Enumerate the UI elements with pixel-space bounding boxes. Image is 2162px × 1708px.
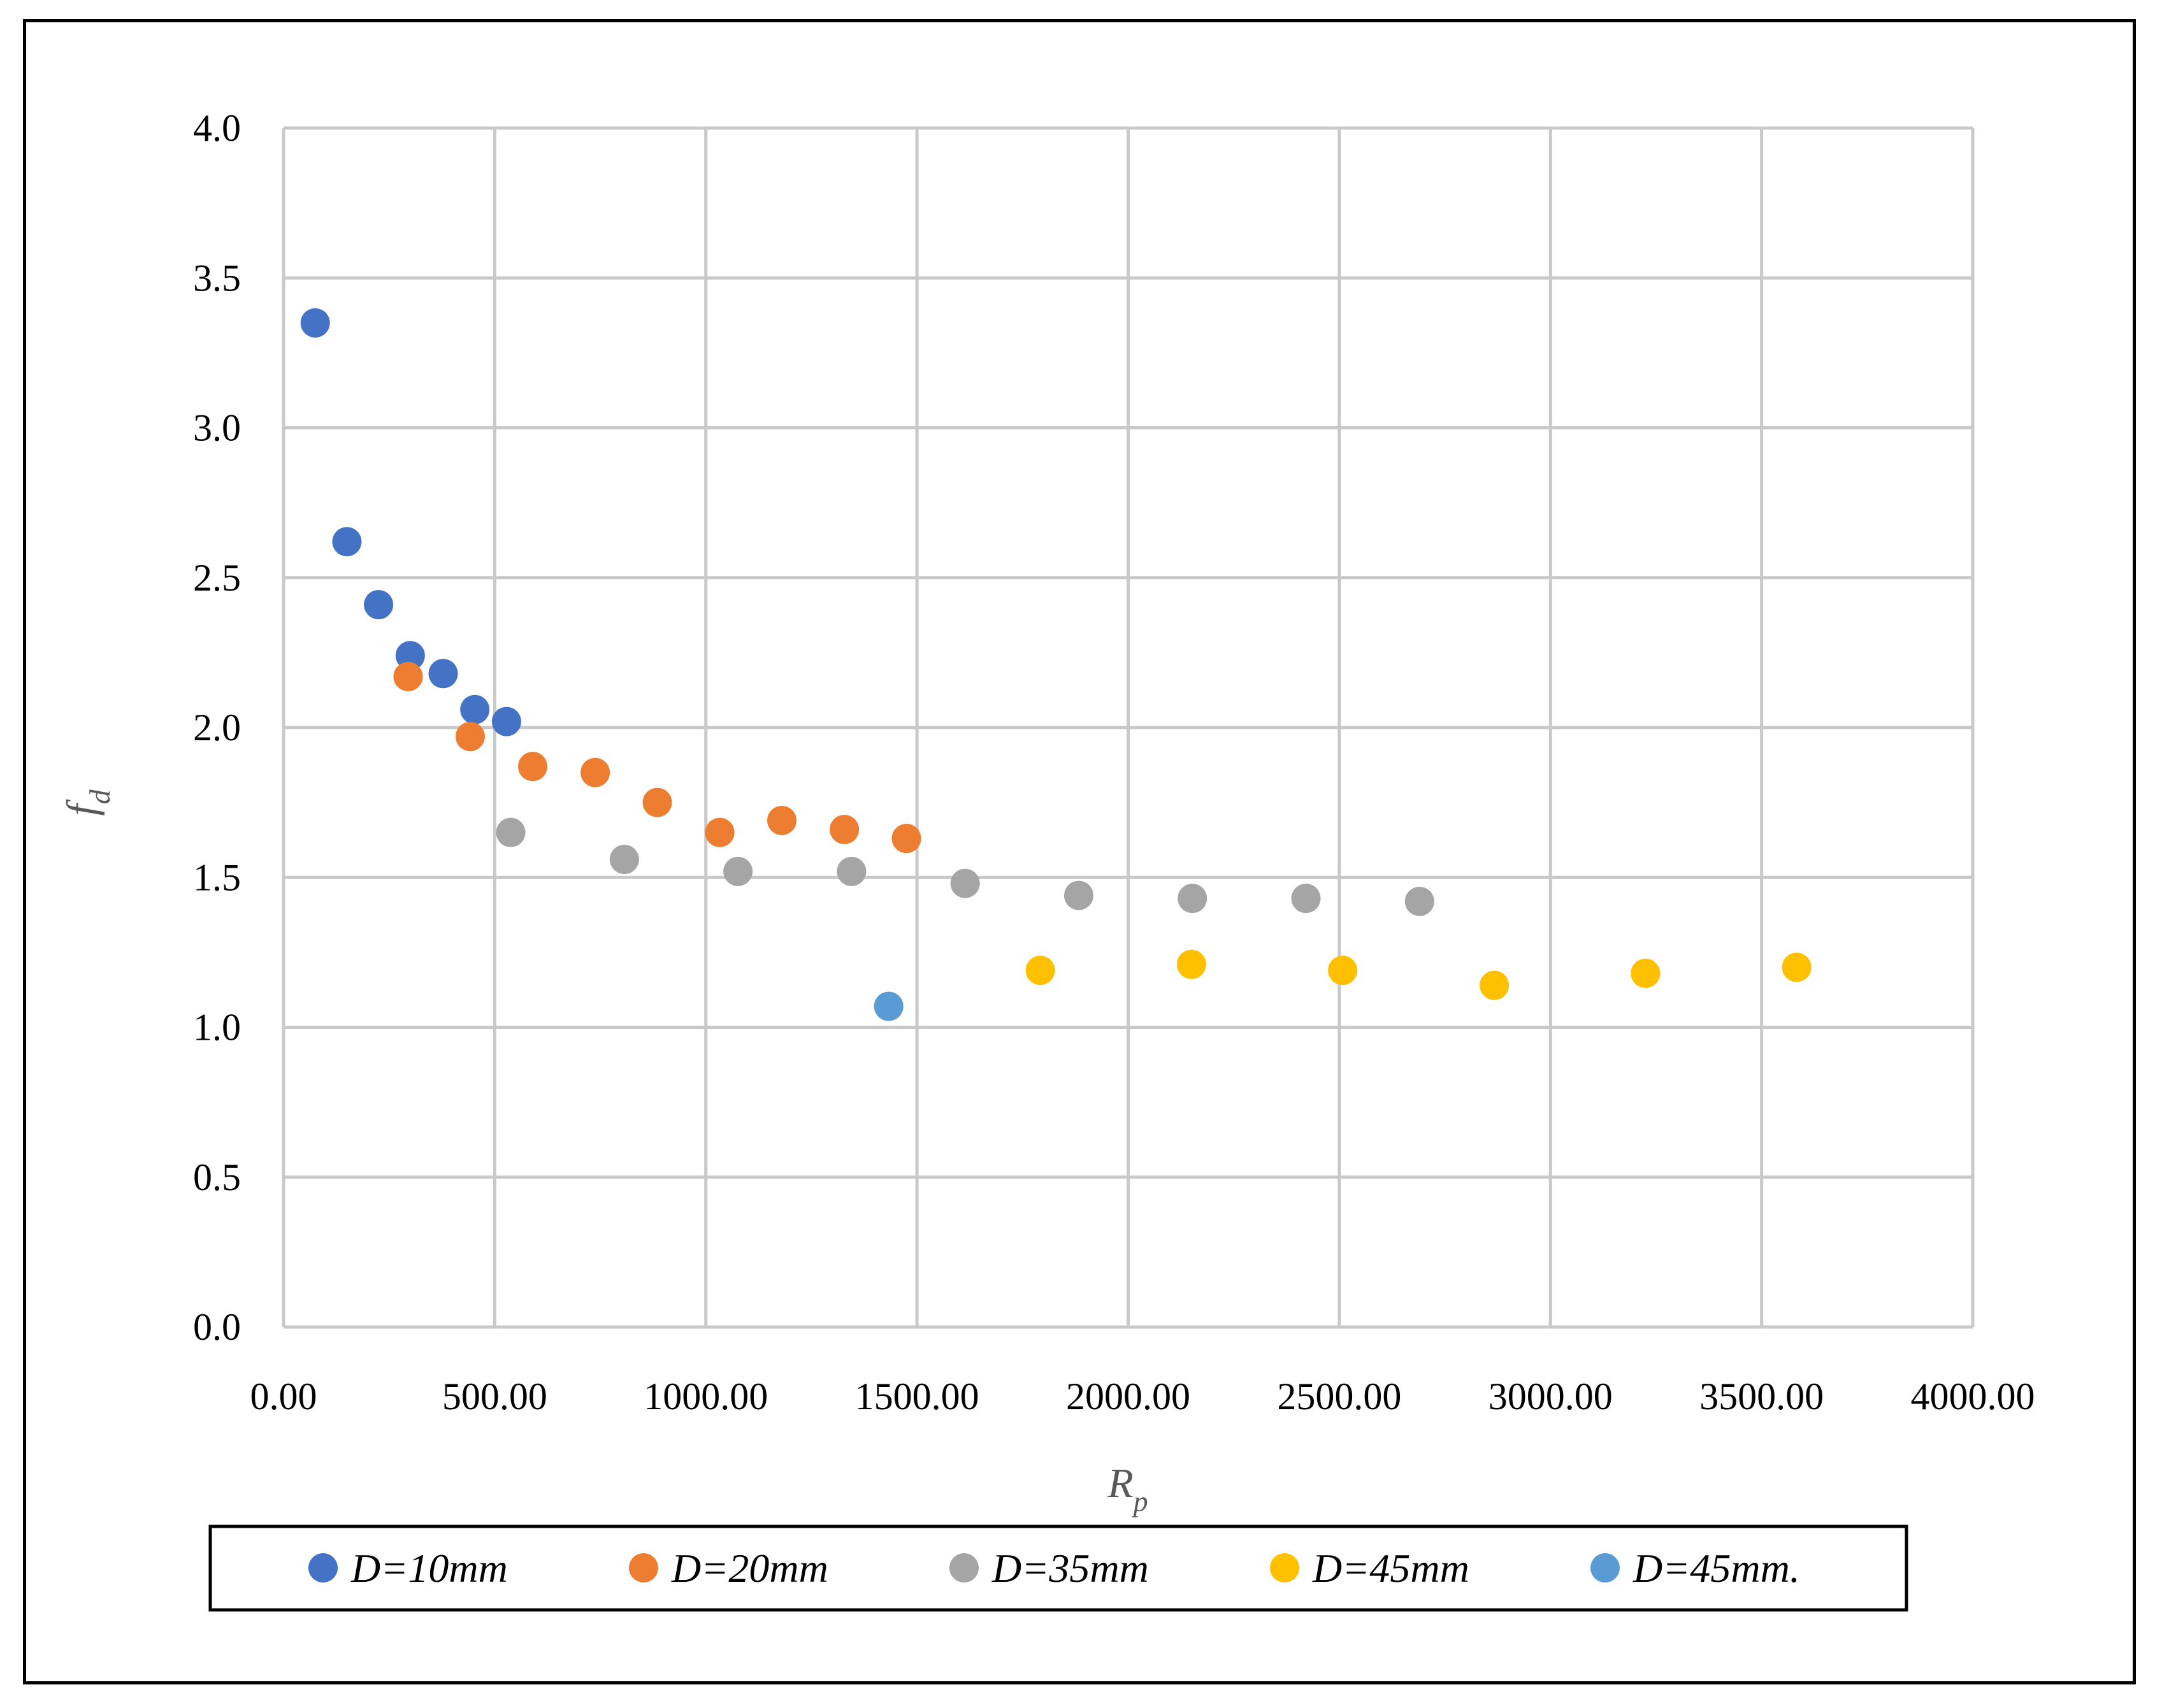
- legend-marker: [1270, 1553, 1299, 1582]
- legend-marker: [1590, 1553, 1620, 1582]
- y-tick-label: 0.5: [193, 1156, 241, 1198]
- data-point: [1480, 970, 1510, 1000]
- gridlines: [282, 126, 1975, 1329]
- data-point: [950, 868, 980, 898]
- legend-item: D=45mm: [1270, 1546, 1469, 1591]
- x-tick-label: 3000.00: [1488, 1375, 1613, 1417]
- data-point: [1291, 884, 1321, 914]
- data-point: [428, 659, 458, 689]
- data-point: [496, 817, 526, 847]
- y-tick-label: 1.5: [193, 856, 241, 898]
- data-point: [491, 707, 521, 736]
- data-point: [1404, 886, 1434, 916]
- y-tick-label: 3.0: [193, 407, 241, 449]
- data-point: [455, 722, 485, 752]
- data-point: [642, 787, 672, 817]
- legend-label: D=20mm: [671, 1546, 828, 1591]
- data-point: [300, 308, 330, 338]
- data-point: [1176, 949, 1206, 979]
- chart-frame: [23, 19, 2136, 1684]
- data-point: [891, 824, 921, 854]
- series-5: [874, 991, 904, 1021]
- data-point: [767, 805, 797, 835]
- y-tick-label: 4.0: [193, 107, 241, 149]
- y-axis-title: fd: [59, 789, 116, 815]
- y-tick-label: 3.5: [193, 257, 241, 299]
- x-tick-label: 4000.00: [1911, 1375, 2035, 1417]
- x-tick-label: 2000.00: [1066, 1375, 1190, 1417]
- series-2: [393, 662, 921, 854]
- legend-marker: [629, 1553, 658, 1582]
- legend-label: D=10mm: [350, 1546, 508, 1591]
- x-tick-label: 3500.00: [1699, 1375, 1824, 1417]
- data-point: [705, 817, 735, 847]
- x-tick-label: 0.00: [250, 1375, 317, 1417]
- data-point: [1782, 952, 1812, 982]
- data-point: [393, 662, 423, 692]
- y-tick-label: 2.0: [193, 707, 241, 749]
- legend-item: D=45mm.: [1590, 1546, 1800, 1591]
- legend-item: D=35mm: [949, 1546, 1149, 1591]
- y-tick-label: 1.0: [193, 1007, 241, 1049]
- data-point: [332, 527, 362, 557]
- x-tick-label: 500.00: [442, 1375, 547, 1417]
- legend-marker: [949, 1553, 979, 1582]
- legend-label: D=45mm: [1312, 1546, 1469, 1591]
- x-tick-label: 1000.00: [644, 1375, 768, 1417]
- data-point: [460, 694, 490, 724]
- data-point: [1025, 956, 1055, 986]
- data-point: [837, 856, 867, 886]
- series-1: [300, 308, 521, 736]
- data-point: [1631, 958, 1661, 988]
- legend-label: D=35mm: [991, 1546, 1149, 1591]
- data-point: [830, 814, 860, 844]
- data-point: [364, 590, 394, 620]
- y-tick-label: 0.0: [193, 1306, 241, 1348]
- data-point: [874, 991, 904, 1021]
- data-point: [609, 845, 639, 875]
- data-point: [723, 856, 753, 886]
- x-axis-title: Rp: [1107, 1460, 1148, 1518]
- legend-marker: [308, 1553, 338, 1582]
- legend-box: [208, 1525, 1908, 1612]
- legend-item: D=20mm: [629, 1546, 828, 1591]
- series-3: [496, 817, 1434, 916]
- x-axis-title-sub: p: [1132, 1485, 1148, 1518]
- x-tick-label: 2500.00: [1277, 1375, 1401, 1417]
- data-point: [1178, 884, 1207, 914]
- x-tick-labels: 0.00 500.00 1000.00 1500.00 2000.00 2500.00 30…: [250, 1375, 2035, 1417]
- y-axis-title-sub: d: [83, 789, 116, 804]
- legend-item: D=10mm: [308, 1546, 508, 1591]
- x-axis-title-main: R: [1107, 1460, 1133, 1507]
- data-point: [518, 752, 548, 782]
- y-tick-label: 2.5: [193, 557, 241, 599]
- data-point: [1328, 956, 1358, 986]
- series-4: [1025, 949, 1812, 1000]
- legend-label: D=45mm.: [1632, 1546, 1800, 1591]
- legend: D=10mm D=20mm D=35mm D=45mm D=45mm.: [308, 1546, 1800, 1591]
- data-point: [1063, 880, 1093, 910]
- y-tick-labels: 0.0 0.5 1.0 1.5 2.0 2.5 3.0 3.5 4.0: [193, 107, 241, 1348]
- data-points: [300, 308, 1812, 1021]
- data-point: [580, 757, 610, 787]
- x-tick-label: 1500.00: [855, 1375, 979, 1417]
